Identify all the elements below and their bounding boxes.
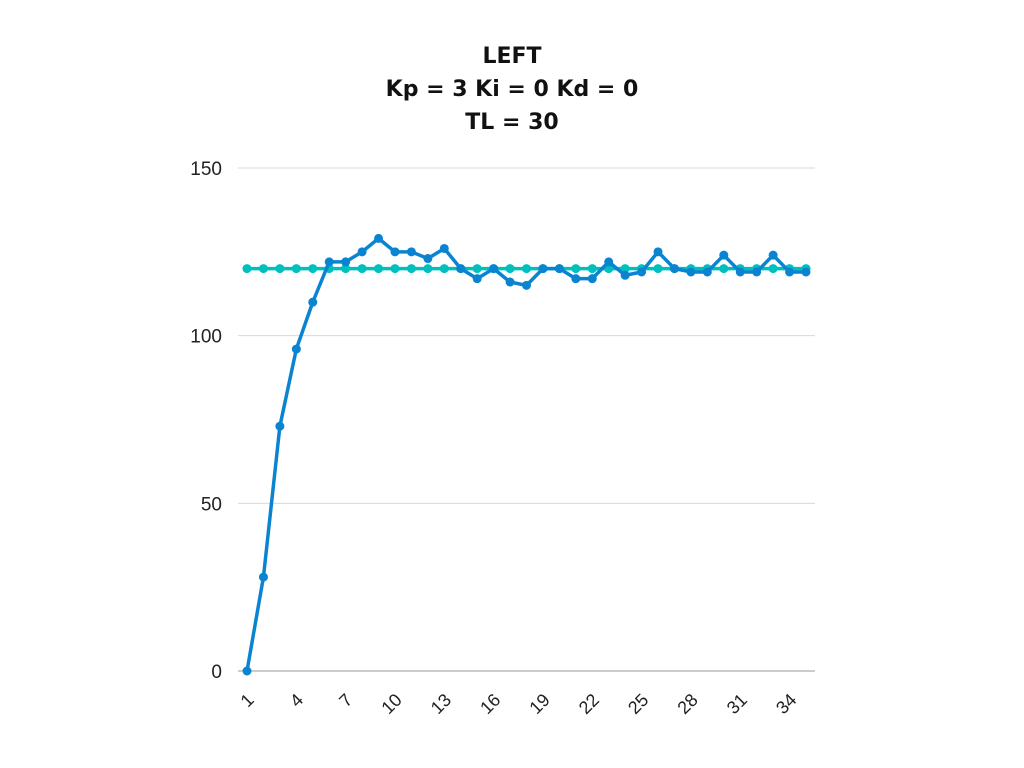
series-0-point bbox=[439, 264, 449, 274]
series-1-point bbox=[308, 297, 318, 307]
series-0-point bbox=[275, 264, 285, 274]
series-0-point bbox=[620, 264, 630, 274]
y-tick-label: 50 bbox=[201, 494, 222, 515]
series-0-point bbox=[587, 264, 597, 274]
series-1-point bbox=[456, 264, 466, 274]
series-1-point bbox=[719, 250, 729, 260]
chart-title-line-3: TL = 30 bbox=[465, 110, 559, 135]
x-tick-label: 34 bbox=[772, 690, 800, 718]
series-1-point bbox=[258, 572, 268, 582]
series-0-point bbox=[341, 264, 351, 274]
series-1-point bbox=[390, 247, 400, 257]
series-0-point bbox=[653, 264, 663, 274]
series-1-point bbox=[702, 267, 712, 277]
series-0-point bbox=[258, 264, 268, 274]
x-tick-label: 10 bbox=[377, 690, 405, 718]
series-0-point bbox=[571, 264, 581, 274]
x-tick-label: 28 bbox=[673, 690, 701, 718]
x-tick-label: 4 bbox=[286, 690, 307, 711]
series-1-point bbox=[406, 247, 416, 257]
series-1-point bbox=[604, 257, 614, 267]
series-1-point bbox=[374, 233, 384, 243]
series-1-point bbox=[686, 267, 696, 277]
x-tick-label: 7 bbox=[335, 690, 356, 711]
x-tick-label: 19 bbox=[525, 690, 553, 718]
series-0-point bbox=[390, 264, 400, 274]
series-1-point bbox=[538, 264, 548, 274]
chart-title-line-1: LEFT bbox=[482, 44, 542, 69]
x-tick-label: 22 bbox=[575, 690, 603, 718]
y-tick-label: 150 bbox=[190, 159, 222, 180]
series-1-point bbox=[587, 274, 597, 284]
series-1-point bbox=[785, 267, 795, 277]
series-1-point bbox=[242, 666, 252, 676]
series-1-point bbox=[653, 247, 663, 257]
series-0-point bbox=[522, 264, 531, 274]
series-0-point bbox=[505, 264, 515, 274]
series-1-point bbox=[637, 267, 647, 277]
series-1-point bbox=[275, 421, 285, 431]
x-tick-label: 1 bbox=[237, 690, 258, 711]
x-tick-label: 16 bbox=[476, 690, 504, 718]
series-1-point bbox=[423, 254, 433, 264]
series-1-point bbox=[472, 274, 482, 284]
series-1-point bbox=[324, 257, 334, 267]
series-1-point bbox=[669, 264, 679, 274]
series-1-point bbox=[505, 277, 515, 287]
series-1-point bbox=[768, 250, 778, 260]
series-1-line bbox=[245, 236, 808, 673]
x-tick-label: 25 bbox=[624, 690, 652, 718]
series-0-point bbox=[374, 264, 384, 274]
series-0-point bbox=[357, 264, 367, 274]
series-0-point bbox=[719, 264, 729, 274]
series-1-point bbox=[554, 264, 564, 274]
x-tick-label: 31 bbox=[723, 690, 751, 718]
series-0-point bbox=[423, 264, 433, 274]
series-1-point bbox=[357, 247, 367, 257]
series-1-point bbox=[522, 280, 531, 290]
series-1-point bbox=[341, 257, 351, 267]
chart-title-line-2: Kp = 3 Ki = 0 Kd = 0 bbox=[385, 77, 639, 102]
series-1-point bbox=[439, 243, 449, 253]
series-0-point bbox=[768, 264, 778, 274]
series-0-point bbox=[406, 264, 416, 274]
y-tick-label: 0 bbox=[211, 662, 222, 683]
x-tick-label: 13 bbox=[427, 690, 455, 718]
y-tick-label: 100 bbox=[190, 327, 222, 348]
series-0-point bbox=[242, 264, 252, 274]
chart-title: LEFT Kp = 3 Ki = 0 Kd = 0 TL = 30 bbox=[0, 40, 1024, 139]
series-0-point bbox=[291, 264, 301, 274]
series-1-point bbox=[735, 267, 745, 277]
series-1-point bbox=[489, 264, 499, 274]
series-1-point bbox=[571, 274, 581, 284]
series-1-point bbox=[801, 267, 811, 277]
series-1-point bbox=[752, 267, 762, 277]
series-1-point bbox=[620, 270, 630, 280]
series-0-point bbox=[308, 264, 318, 274]
series-0-point bbox=[472, 264, 482, 274]
series-1-point bbox=[291, 344, 301, 354]
